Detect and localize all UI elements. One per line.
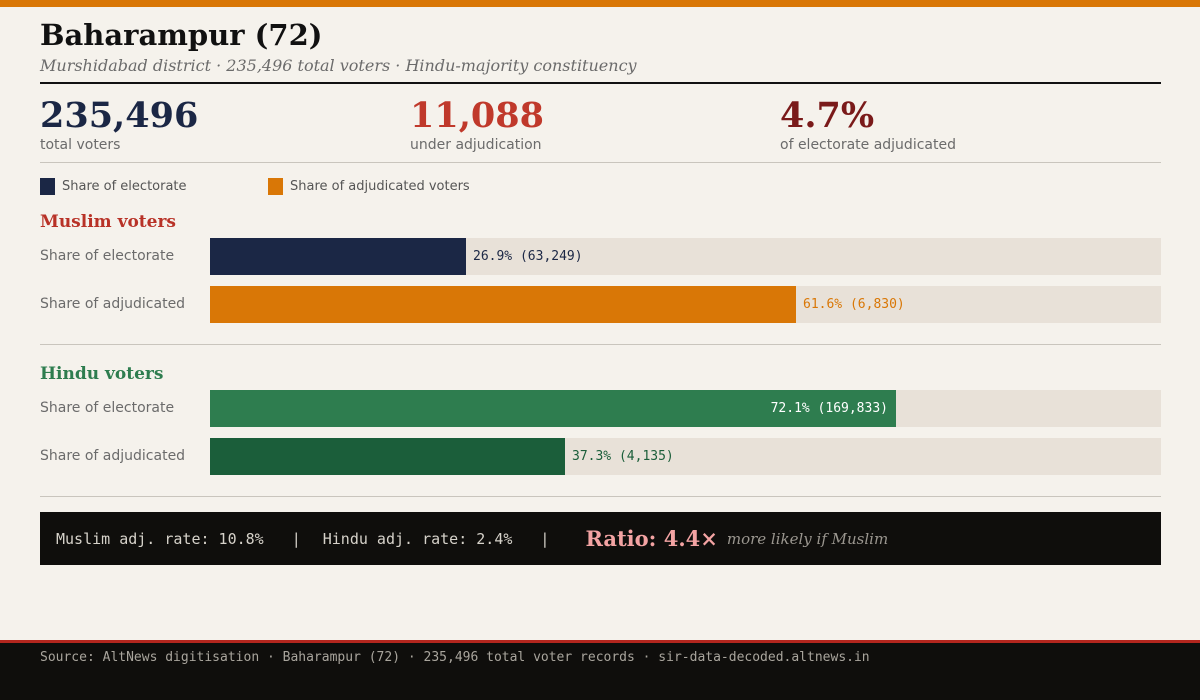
row-label: Share of adjudicated: [40, 296, 186, 312]
kpi-percent-adjudicated: 4.7% of electorate adjudicated: [780, 95, 956, 154]
row-label: Share of adjudicated: [40, 448, 186, 464]
row-label: Share of electorate: [40, 248, 175, 264]
legend-item-adjudicated: Share of adjudicated voters: [268, 178, 470, 195]
page-title: Baharampur (72): [40, 18, 323, 52]
top-accent-bar: [0, 0, 1200, 7]
bar-value-label: 72.1% (169,833): [770, 401, 888, 416]
ratio-value: Ratio: 4.4×: [585, 526, 718, 551]
ratio-caption: more likely if Muslim: [726, 529, 889, 548]
page-subtitle: Murshidabad district · 235,496 total vot…: [40, 56, 637, 75]
footer: Source: AltNews digitisation · Baharampu…: [0, 640, 1200, 700]
summary-banner: Muslim adj. rate: 10.8% | Hindu adj. rat…: [40, 512, 1161, 565]
bar-value-label: 61.6% (6,830): [803, 297, 905, 312]
section-divider: [40, 496, 1161, 497]
row-label: Share of electorate: [40, 400, 175, 416]
legend-swatch: [268, 178, 283, 195]
kpi-value: 11,088: [410, 95, 544, 136]
bar-track: 72.1% (169,833): [210, 390, 1161, 427]
muslim-rate: Muslim adj. rate: 10.8%: [56, 529, 264, 548]
bar-hindu-adjudicated: [210, 438, 565, 475]
bar-track: 37.3% (4,135): [210, 438, 1161, 475]
header-divider: [40, 82, 1161, 84]
bar-muslim-adjudicated: [210, 286, 796, 323]
group-title-hindu: Hindu voters: [40, 364, 164, 384]
group-divider: [40, 344, 1161, 345]
kpi-under-adjudication: 11,088 under adjudication: [410, 95, 544, 154]
bar-muslim-electorate: [210, 238, 466, 275]
kpi-label: total voters: [40, 137, 121, 153]
summary-separator: |: [291, 529, 301, 548]
source-text: Source: AltNews digitisation · Baharampu…: [40, 650, 870, 665]
kpi-value: 4.7%: [780, 95, 875, 136]
section-divider: [40, 162, 1161, 163]
bar-track: 26.9% (63,249): [210, 238, 1161, 275]
legend-item-electorate: Share of electorate: [40, 178, 187, 195]
kpi-total-voters: 235,496 total voters: [40, 95, 199, 154]
legend-label: Share of adjudicated voters: [290, 179, 470, 194]
hindu-rate: Hindu adj. rate: 2.4%: [322, 529, 513, 548]
kpi-label: of electorate adjudicated: [780, 137, 956, 153]
summary-separator: |: [540, 529, 550, 548]
group-title-muslim: Muslim voters: [40, 212, 176, 232]
legend-swatch: [40, 178, 55, 195]
legend-label: Share of electorate: [62, 179, 187, 194]
bar-value-label: 37.3% (4,135): [572, 449, 674, 464]
kpi-label: under adjudication: [410, 137, 542, 153]
bar-hindu-electorate: [210, 390, 896, 427]
bar-track: 61.6% (6,830): [210, 286, 1161, 323]
bar-value-label: 26.9% (63,249): [473, 249, 583, 264]
kpi-value: 235,496: [40, 95, 199, 136]
